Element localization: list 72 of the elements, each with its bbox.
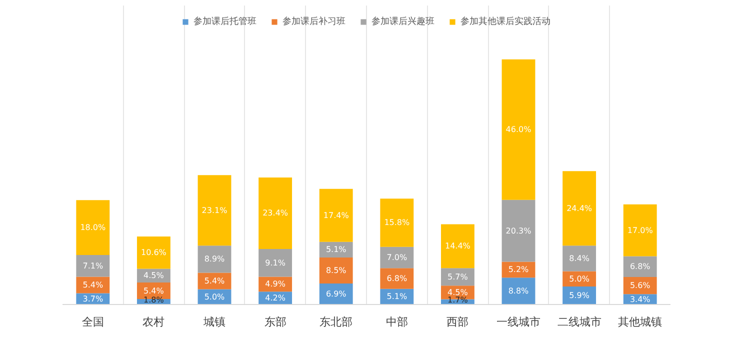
data-label: 5.4% (144, 286, 164, 296)
bar (562, 171, 596, 246)
legend-label: 参加课后托管班 (194, 16, 256, 28)
data-label: 17.4% (323, 210, 350, 220)
bar (440, 224, 474, 268)
bar (198, 175, 232, 246)
bar (440, 268, 474, 286)
data-label: 5.0% (204, 292, 226, 302)
x-tick-label: 东北部 (320, 316, 353, 328)
data-label: 18.0% (80, 223, 106, 232)
data-label: 8.9% (204, 254, 226, 264)
legend-label: 参加课后补习班 (282, 16, 346, 28)
x-tick-label: 其他城镇 (618, 316, 662, 328)
data-label: 5.4% (204, 276, 226, 286)
data-label: 3.7% (82, 294, 104, 304)
data-label: 4.5% (448, 288, 468, 297)
data-label: 6.9% (326, 289, 347, 298)
data-label: 17.0% (627, 226, 654, 235)
bar (136, 236, 170, 269)
x-tick-label: 农村 (142, 316, 165, 328)
data-label: 8.5% (326, 266, 347, 275)
bar (380, 268, 414, 289)
data-label: 9.1% (265, 258, 286, 268)
bar (258, 248, 292, 277)
bar (380, 198, 414, 247)
data-label: 46.0% (506, 125, 532, 134)
data-label: 5.1% (326, 245, 347, 254)
data-label: 8.4% (569, 254, 590, 263)
legend-label: 参加课后兴趣班 (372, 16, 434, 28)
x-tick-label: 城镇 (202, 316, 226, 328)
data-label: 14.4% (444, 242, 471, 251)
legend-label: 参加其他课后实践活动 (460, 16, 550, 28)
data-label: 6.8% (630, 262, 651, 272)
x-tick-label: 二线城市 (557, 316, 602, 328)
x-tick-label: 东部 (264, 316, 286, 328)
x-tick-label: 西部 (446, 316, 469, 328)
bar (502, 200, 536, 262)
data-label: 23.1% (202, 206, 228, 215)
data-label: 15.8% (384, 218, 410, 228)
data-label: 4.9% (265, 280, 286, 289)
data-label: 4.2% (265, 294, 286, 303)
data-label: 7.1% (82, 261, 104, 270)
data-label: 5.2% (508, 265, 530, 274)
data-label: 5.7% (448, 272, 468, 282)
bar (319, 188, 353, 242)
data-label: 10.6% (140, 248, 167, 258)
data-label: 23.4% (262, 208, 288, 218)
data-label: 20.3% (506, 226, 532, 236)
data-label: 5.9% (569, 290, 590, 300)
bar (502, 278, 536, 304)
data-label: 5.0% (569, 274, 590, 284)
data-label: 6.8% (386, 274, 408, 284)
x-tick-label: 一线城市 (496, 316, 540, 328)
bar (319, 258, 353, 284)
data-label: 5.4% (82, 280, 104, 290)
bar (76, 200, 110, 256)
bar (380, 246, 414, 268)
bar (198, 246, 232, 273)
data-label: 4.5% (144, 271, 164, 280)
x-tick-label: 中部 (386, 316, 408, 328)
bar (76, 255, 110, 277)
data-label: 5.6% (630, 281, 651, 290)
data-label: 24.4% (566, 204, 592, 213)
bar (502, 59, 536, 200)
x-tick-label: 全国 (82, 316, 104, 328)
bar (562, 246, 596, 272)
bar (623, 204, 657, 256)
data-label: 8.8% (508, 286, 530, 296)
data-label: 7.0% (386, 253, 408, 262)
bar (258, 178, 292, 249)
data-label: 5.1% (386, 292, 408, 302)
data-label: 3.4% (630, 294, 651, 304)
